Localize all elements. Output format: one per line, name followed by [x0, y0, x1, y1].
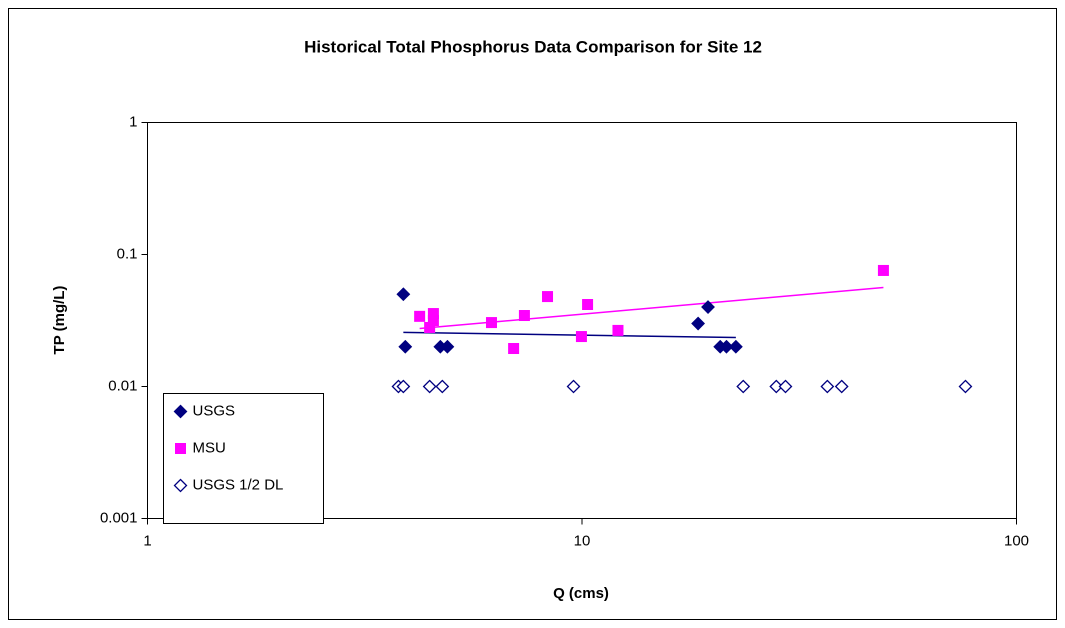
point [398, 339, 413, 354]
x-tick-label: 1 [143, 532, 151, 549]
x-tick-label: 10 [574, 532, 591, 549]
point [778, 379, 793, 394]
point [820, 379, 835, 394]
point [508, 343, 520, 355]
x-axis-label: Q (cms) [553, 585, 609, 602]
point [728, 339, 743, 354]
point [719, 339, 734, 354]
point [834, 379, 849, 394]
y-axis-label: TP (mg/L) [51, 286, 68, 355]
legend-marker [173, 478, 188, 493]
trend-line [403, 331, 736, 339]
point [518, 310, 530, 322]
point [440, 339, 455, 354]
legend-label: USGS [193, 402, 236, 419]
point [485, 317, 497, 329]
y-tick-label: 1 [129, 113, 137, 130]
legend-marker [175, 443, 186, 454]
chart-title: Historical Total Phosphorus Data Compari… [304, 37, 762, 56]
point [612, 324, 624, 336]
point [691, 316, 706, 331]
point [575, 331, 587, 343]
legend-label: USGS 1/2 DL [193, 476, 284, 493]
point [396, 287, 411, 302]
point [958, 379, 973, 394]
legend-box [163, 393, 324, 524]
point [427, 315, 439, 327]
point [769, 379, 784, 394]
point [414, 310, 426, 322]
x-tick-label: 100 [1004, 532, 1029, 549]
point [877, 264, 889, 276]
y-tick-label: 0.01 [108, 377, 137, 394]
point [566, 379, 581, 394]
y-tick-label: 0.001 [100, 509, 138, 526]
y-tick-label: 0.1 [117, 245, 138, 262]
point [435, 379, 450, 394]
legend-marker [173, 404, 188, 419]
point [542, 291, 554, 303]
point [701, 300, 715, 314]
point [736, 379, 751, 394]
point [422, 379, 437, 394]
chart-frame [8, 8, 1057, 620]
point [582, 299, 594, 311]
legend-label: MSU [193, 439, 226, 456]
point [396, 379, 411, 394]
